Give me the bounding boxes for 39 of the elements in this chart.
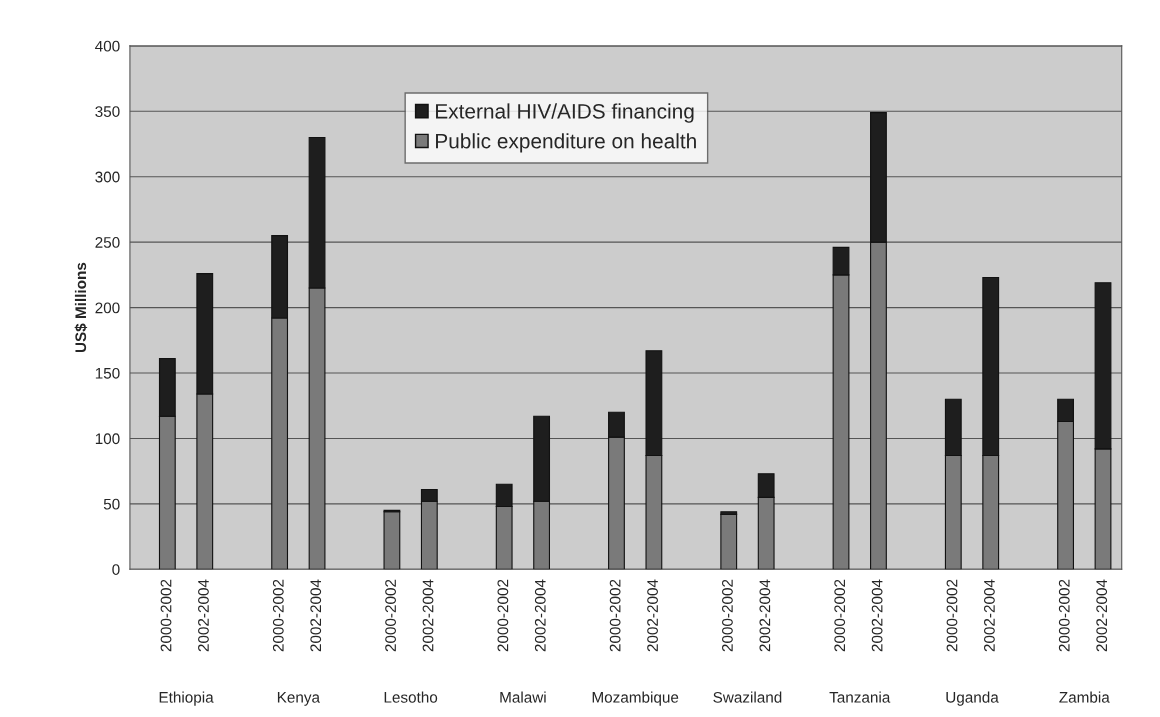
legend-label: Public expenditure on health [436,133,696,153]
text: Mozambique [592,691,679,706]
text: Swaziland [713,691,782,703]
y-tick-label: 0 [112,564,120,575]
y-tick-label: 250 [95,237,120,248]
x-tick-label: 2000-2002 [1058,579,1070,652]
x-tick-label: 2000-2002 [272,579,284,652]
x-tick-label: 2000-2002 [385,579,397,652]
y-axis-title: US$ Millions [74,262,88,353]
text: Tanzania [829,691,891,703]
y-tick-label: 100 [95,433,120,445]
text: Lesotho [384,691,438,703]
x-tick-label: 2000-2002 [946,579,958,652]
y-tick-label: 200 [95,302,120,314]
x-tick-label: 2002-2004 [1096,579,1108,652]
x-tick-label: 2000-2002 [497,579,509,652]
y-tick-label: 150 [95,367,120,379]
x-tick-label: 2002-2004 [198,579,209,652]
y-tick-label: 300 [95,171,120,183]
x-tick-label: 2000-2002 [609,579,621,652]
x-tick-label: 2002-2004 [759,579,771,652]
x-tick-label: 2000-2002 [160,579,172,652]
y-tick-label: 350 [95,106,120,117]
text: Ethiopia [159,691,214,706]
x-tick-label: 2000-2002 [722,579,733,652]
text: Malawi [500,691,546,703]
x-tick-label: 2002-2004 [871,579,883,652]
x-tick-label: 2002-2004 [984,579,995,652]
text: Zambia [1059,691,1110,703]
legend-label: External HIV/AIDS financing [436,103,694,123]
text: Uganda [946,691,999,706]
x-tick-label: 2002-2004 [422,579,434,652]
y-tick-label: 50 [103,498,120,510]
x-tick-label: 2002-2004 [647,579,658,652]
x-tick-label: 2002-2004 [534,579,546,652]
x-tick-label: 2002-2004 [310,579,322,652]
text: Kenya [277,692,320,706]
y-tick-label: 400 [95,40,120,52]
x-tick-label: 2000-2002 [834,579,846,652]
